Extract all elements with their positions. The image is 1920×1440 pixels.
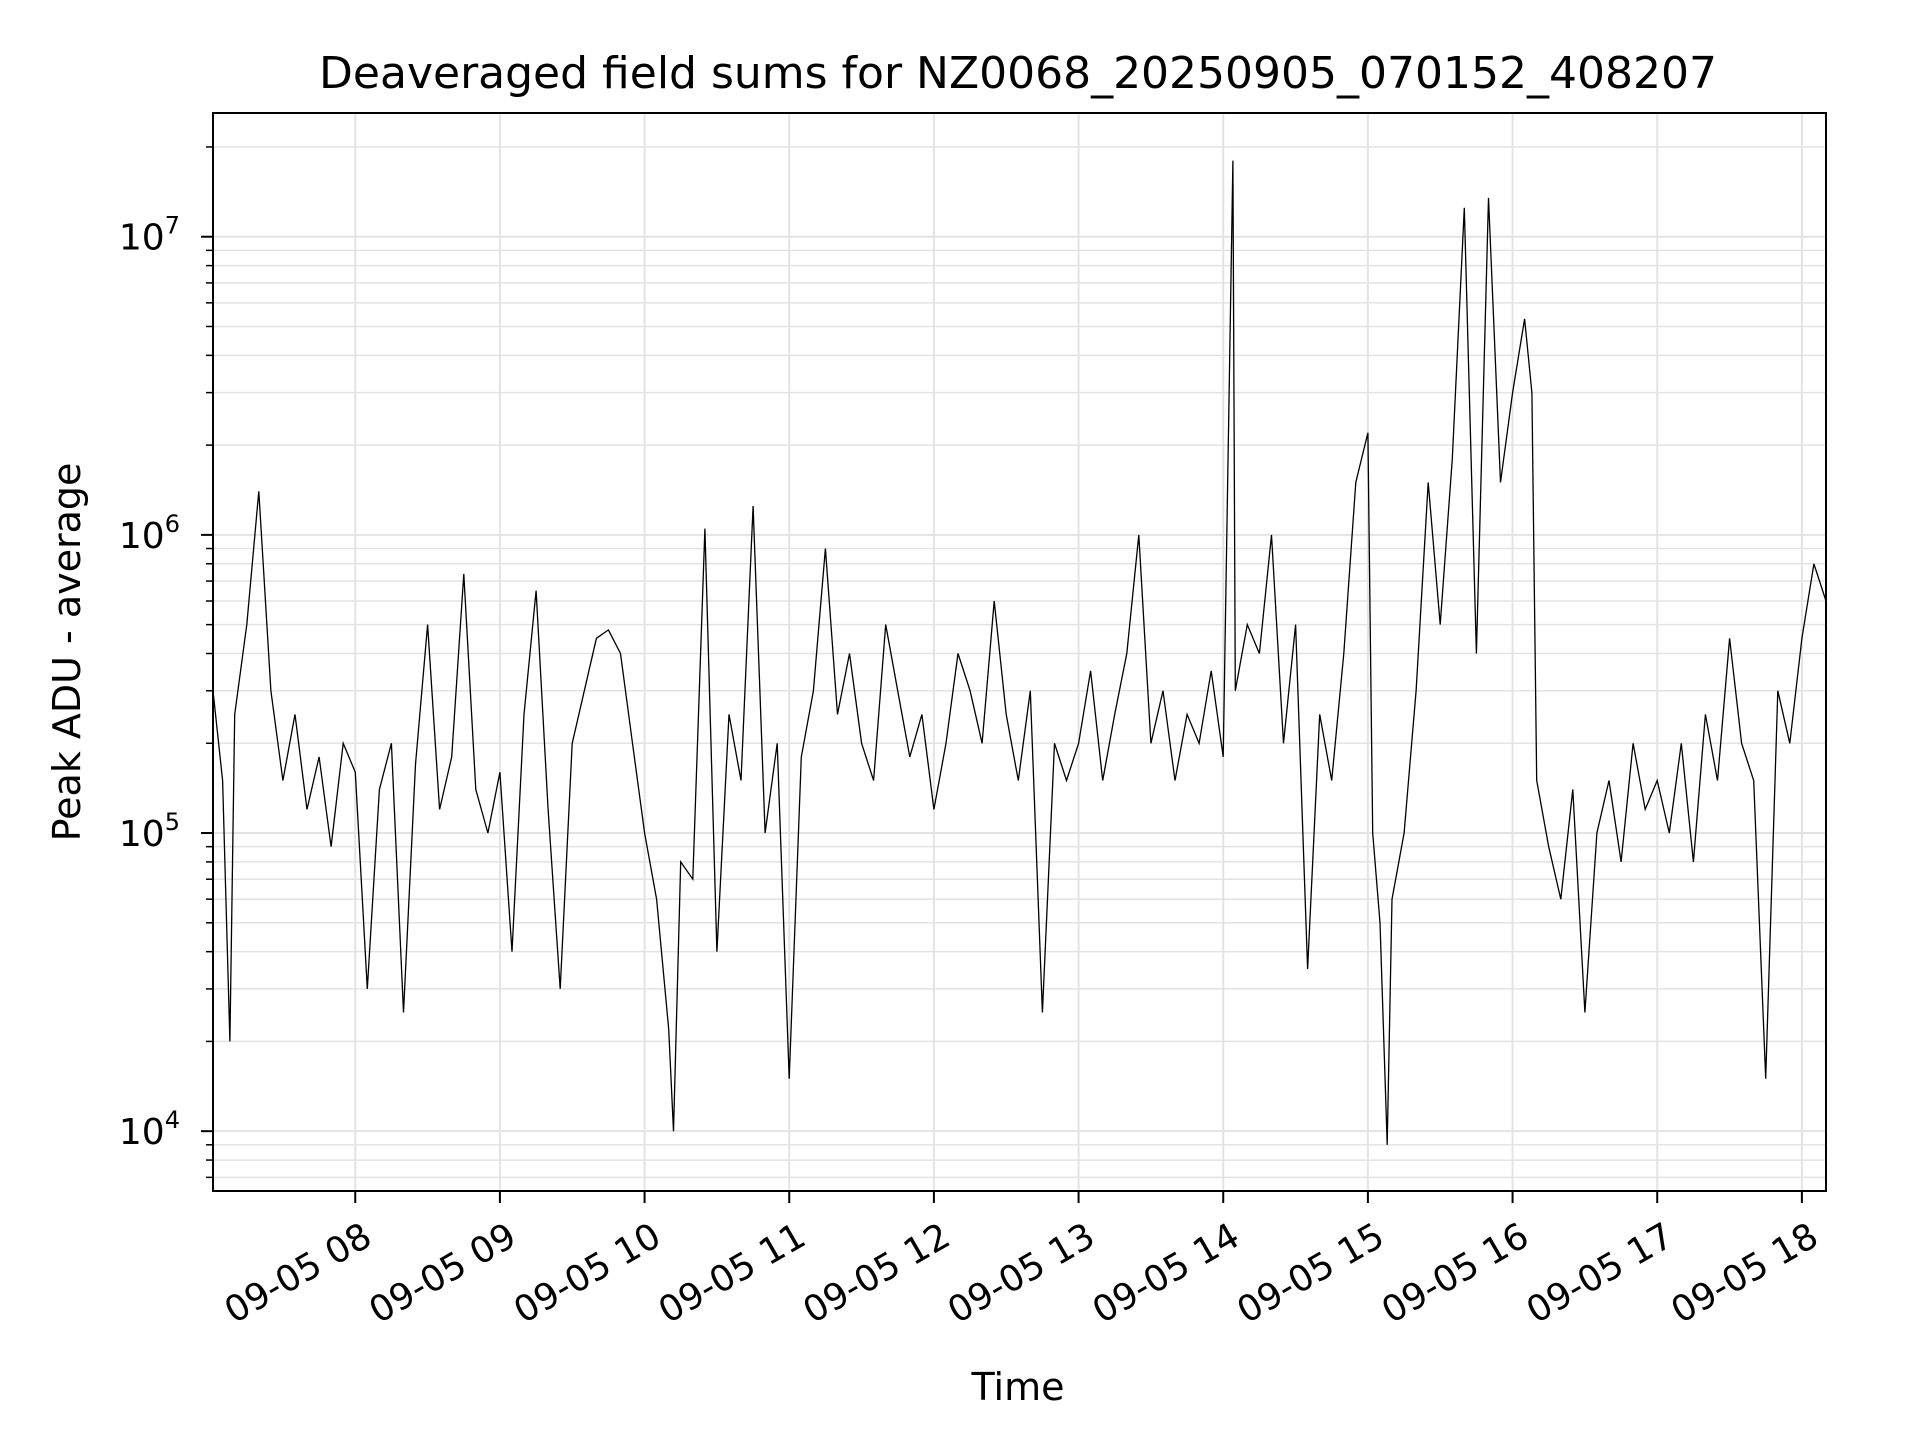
y-axis-label: Peak ADU - average <box>45 463 89 842</box>
x-tick-label: 09-05 10 <box>507 1215 668 1331</box>
gridlines <box>213 113 1826 1191</box>
y-tick-label: 105 <box>119 808 180 855</box>
x-tick-label: 09-05 16 <box>1375 1215 1536 1331</box>
data-series-line <box>212 160 1827 1145</box>
x-tick-label: 09-05 12 <box>797 1215 958 1331</box>
chart-title: Deaveraged field sums for NZ0068_2025090… <box>319 48 1717 99</box>
x-tick-label: 09-05 14 <box>1086 1215 1247 1331</box>
x-tick-label: 09-05 15 <box>1231 1215 1392 1331</box>
x-tick-label: 09-05 17 <box>1520 1215 1681 1331</box>
series-layer <box>212 160 1827 1145</box>
x-tick-label: 09-05 09 <box>363 1215 524 1331</box>
x-axis-label: Time <box>971 1365 1065 1409</box>
x-tick-label: 09-05 08 <box>218 1215 379 1331</box>
y-axis-ticks: 104 105 106 107 <box>119 146 213 1179</box>
x-tick-label: 09-05 18 <box>1665 1215 1826 1331</box>
x-tick-label: 09-05 13 <box>941 1215 1102 1331</box>
plot-area-frame <box>212 112 1827 1192</box>
x-tick-label: 09-05 11 <box>652 1215 813 1331</box>
y-tick-label: 106 <box>119 510 180 557</box>
y-tick-label: 104 <box>119 1106 180 1153</box>
y-tick-label: 107 <box>119 212 180 259</box>
